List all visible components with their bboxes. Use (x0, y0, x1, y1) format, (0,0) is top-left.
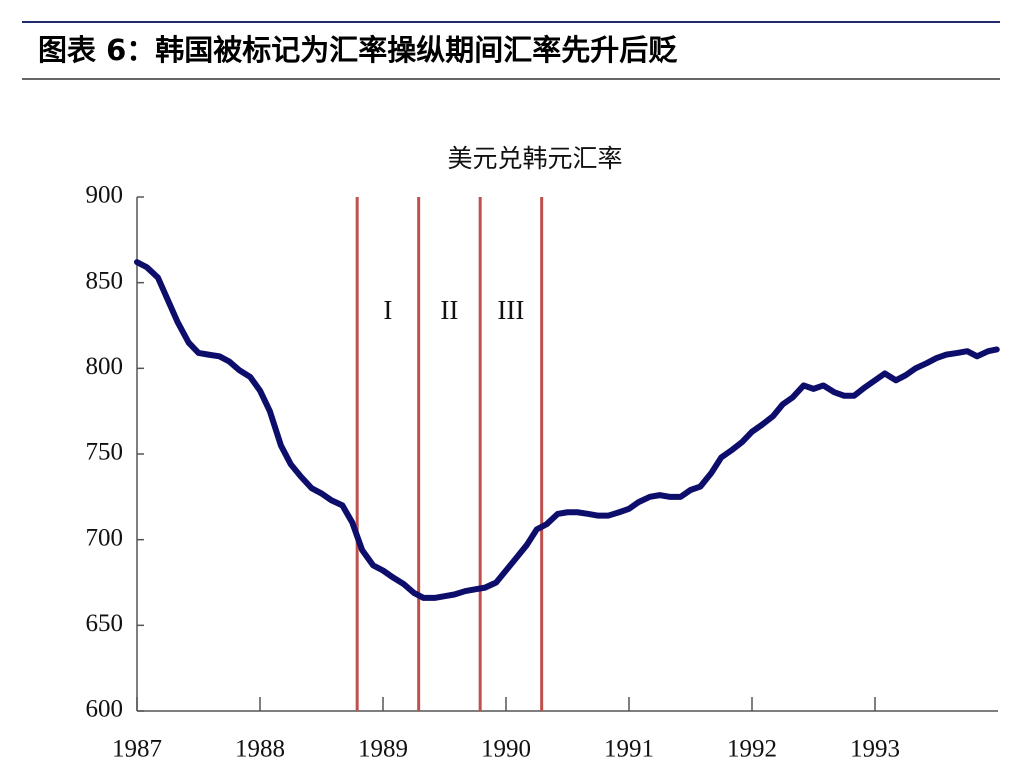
x-tick-label: 1992 (727, 736, 777, 763)
y-tick-label: 600 (86, 696, 124, 723)
y-tick-label: 700 (86, 524, 124, 551)
y-tick-label: 650 (86, 610, 124, 637)
header-title: 图表 6：韩国被标记为汇率操纵期间汇率先升后贬 (38, 33, 677, 67)
x-tick-label: 1990 (481, 736, 531, 763)
period-label: III (497, 295, 524, 325)
x-tick-label: 1993 (850, 736, 900, 763)
line-series (134, 259, 1000, 601)
y-tick-label: 850 (86, 267, 124, 294)
x-tick-label: 1987 (112, 736, 162, 763)
period-label: I (383, 295, 392, 325)
x-tick-label: 1991 (604, 736, 654, 763)
y-tick-label: 750 (86, 439, 124, 466)
x-tick-label: 1988 (235, 736, 285, 763)
y-tick-label: 800 (86, 353, 124, 380)
x-tick-label: 1989 (358, 736, 408, 763)
period-label: II (440, 295, 458, 325)
y-tick-label: 900 (86, 182, 124, 209)
chart-title: 美元兑韩元汇率 (447, 144, 622, 173)
